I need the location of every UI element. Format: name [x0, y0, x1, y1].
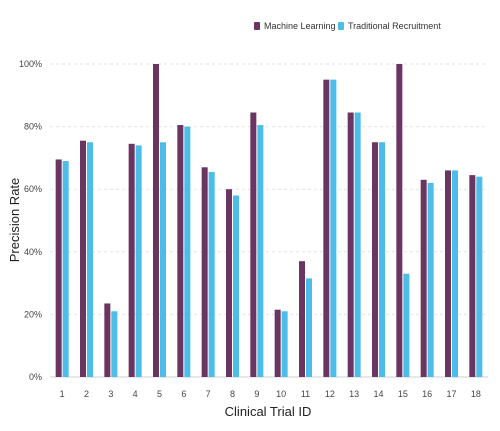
y-axis-title: Precision Rate — [7, 178, 22, 263]
bar-traditional-recruitment — [160, 142, 166, 377]
bar-traditional-recruitment — [379, 142, 385, 377]
bar-machine-learning — [323, 79, 330, 378]
x-tick-label: 6 — [181, 389, 186, 399]
legend-label-tr: Traditional Recruitment — [348, 21, 441, 31]
legend-label-ml: Machine Learning — [264, 21, 336, 31]
legend-swatch-tr — [338, 22, 344, 30]
x-axis-ticks: 1 2 3 4 5 6 7 8 9 10 11 12 13 14 15 16 17 18 — [60, 389, 481, 399]
x-tick-label: 7 — [206, 389, 211, 399]
x-tick-label: 16 — [422, 389, 432, 399]
bar-traditional-recruitment — [281, 311, 288, 377]
bar-machine-learning — [55, 159, 62, 377]
bar-traditional-recruitment — [135, 145, 142, 377]
bar-machine-learning — [250, 112, 257, 377]
bar-traditional-recruitment — [330, 79, 337, 378]
bar-machine-learning — [80, 140, 86, 377]
legend: Machine Learning Traditional Recruitment — [254, 21, 441, 31]
bar-machine-learning — [469, 175, 476, 377]
bar-machine-learning — [201, 167, 208, 377]
y-tick-label: 80% — [24, 122, 42, 132]
x-tick-label: 13 — [349, 389, 359, 399]
x-tick-label: 10 — [276, 389, 286, 399]
x-tick-label: 4 — [133, 389, 138, 399]
bar-machine-learning — [445, 170, 451, 377]
y-tick-label: 20% — [24, 309, 42, 319]
bar-traditional-recruitment — [62, 161, 69, 377]
x-axis-title: Clinical Trial ID — [225, 404, 312, 419]
bar-machine-learning — [420, 179, 427, 377]
x-tick-label: 12 — [325, 389, 335, 399]
bar-traditional-recruitment — [476, 176, 483, 377]
bar-machine-learning — [396, 64, 403, 377]
bar-machine-learning — [226, 189, 232, 377]
y-tick-label: 40% — [24, 247, 42, 257]
gridlines — [50, 63, 488, 378]
x-tick-label: 14 — [373, 389, 383, 399]
bar-traditional-recruitment — [306, 278, 312, 377]
bar-traditional-recruitment — [403, 273, 410, 377]
bar-traditional-recruitment — [354, 112, 361, 377]
legend-swatch-ml — [254, 22, 260, 30]
x-tick-label: 2 — [84, 389, 89, 399]
x-tick-label: 17 — [446, 389, 456, 399]
bar-machine-learning — [128, 143, 135, 377]
bar-traditional-recruitment — [452, 170, 458, 377]
x-tick-label: 15 — [398, 389, 408, 399]
x-tick-label: 11 — [301, 389, 310, 399]
bar-machine-learning — [372, 142, 378, 377]
y-tick-label: 60% — [24, 184, 42, 194]
bar-machine-learning — [299, 261, 305, 377]
y-axis-ticks: 0% 20% 40% 60% 80% 100% — [19, 59, 42, 382]
x-tick-label: 3 — [108, 389, 113, 399]
x-tick-label: 5 — [157, 389, 162, 399]
bar-machine-learning — [104, 303, 111, 377]
x-tick-label: 1 — [60, 389, 65, 399]
x-tick-label: 18 — [471, 389, 481, 399]
bar-machine-learning — [274, 309, 281, 377]
bar-traditional-recruitment — [233, 195, 239, 377]
bar-traditional-recruitment — [208, 171, 215, 377]
bar-traditional-recruitment — [257, 125, 264, 377]
bar-machine-learning — [177, 125, 184, 377]
x-tick-label: 8 — [230, 389, 235, 399]
bar-traditional-recruitment — [87, 142, 93, 377]
bar-traditional-recruitment — [427, 182, 434, 377]
x-tick-label: 9 — [254, 389, 259, 399]
bar-machine-learning — [153, 64, 159, 377]
y-tick-label: 0% — [29, 372, 42, 382]
bar-machine-learning — [347, 112, 354, 377]
bar-traditional-recruitment — [184, 126, 191, 377]
bar-traditional-recruitment — [111, 311, 118, 377]
bars — [55, 64, 483, 378]
y-tick-label: 100% — [19, 59, 42, 69]
